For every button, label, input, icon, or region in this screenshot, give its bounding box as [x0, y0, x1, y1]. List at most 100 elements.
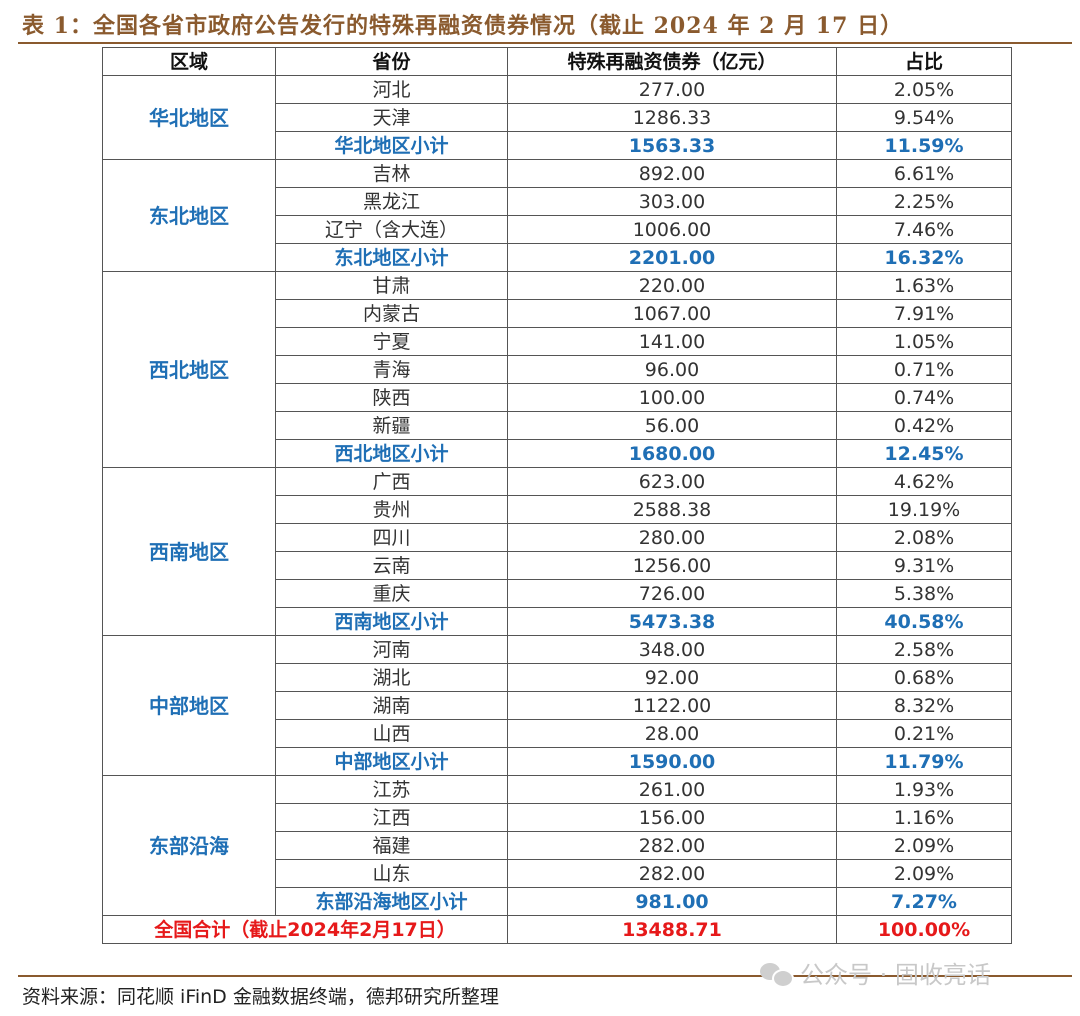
table-header-row: 区域 省份 特殊再融资债券（亿元） 占比 — [102, 47, 1012, 76]
province-cell: 广西 — [275, 467, 508, 496]
amount-cell: 282.00 — [507, 859, 837, 888]
province-cell: 甘肃 — [275, 271, 508, 300]
subtotal-amount: 5473.38 — [507, 607, 837, 636]
subtotal-label: 西北地区小计 — [275, 439, 508, 468]
amount-cell: 1122.00 — [507, 691, 837, 720]
amount-cell: 96.00 — [507, 355, 837, 384]
share-cell: 5.38% — [836, 579, 1012, 608]
region-cell: 华北地区 — [102, 75, 276, 160]
table-row: 湖南 1122.00 8.32% — [103, 691, 1012, 720]
table-row: 中部地区 河南 348.00 2.58% — [102, 635, 1012, 776]
province-cell: 贵州 — [275, 495, 508, 524]
subtotal-share: 40.58% — [836, 607, 1012, 636]
amount-cell: 280.00 — [507, 523, 837, 552]
province-cell: 江苏 — [275, 775, 508, 804]
subtotal-row: 西南地区小计 5473.38 40.58% — [103, 607, 1012, 636]
province-cell: 河北 — [275, 75, 508, 104]
province-cell: 山东 — [275, 859, 508, 888]
share-cell: 0.68% — [836, 663, 1012, 692]
table-row: 天津 1286.33 9.54% — [103, 103, 1012, 132]
amount-cell: 261.00 — [507, 775, 837, 804]
amount-cell: 303.00 — [507, 187, 837, 216]
subtotal-row: 华北地区小计 1563.33 11.59% — [103, 131, 1012, 160]
subtotal-label: 东北地区小计 — [275, 243, 508, 272]
table-row: 宁夏 141.00 1.05% — [103, 327, 1012, 356]
share-cell: 0.71% — [836, 355, 1012, 384]
share-cell: 9.31% — [836, 551, 1012, 580]
share-cell: 7.91% — [836, 299, 1012, 328]
table-row: 西南地区 广西 623.00 4.62% — [102, 467, 1012, 636]
subtotal-amount: 981.00 — [507, 887, 837, 916]
province-cell: 宁夏 — [275, 327, 508, 356]
table-row: 西北地区 甘肃 220.00 1.63% — [102, 271, 1012, 468]
table-row: 山西 28.00 0.21% — [103, 719, 1012, 748]
subtotal-amount: 1563.33 — [507, 131, 837, 160]
total-row: 全国合计（截止2024年2月17日） 13488.71 100.00% — [102, 915, 1012, 944]
province-cell: 内蒙古 — [275, 299, 508, 328]
table-row: 华北地区 河北 277.00 2.05% — [102, 75, 1012, 160]
amount-cell: 348.00 — [507, 635, 837, 664]
amount-cell: 277.00 — [507, 75, 837, 104]
share-cell: 9.54% — [836, 103, 1012, 132]
title-underline — [18, 42, 1072, 44]
amount-cell: 1286.33 — [507, 103, 837, 132]
subtotal-row: 东部沿海地区小计 981.00 7.27% — [103, 887, 1012, 916]
province-cell: 青海 — [275, 355, 508, 384]
header-province: 省份 — [275, 47, 508, 76]
amount-cell: 1006.00 — [507, 215, 837, 244]
province-cell: 黑龙江 — [275, 187, 508, 216]
table-row: 云南 1256.00 9.31% — [103, 551, 1012, 580]
table-row: 东部沿海 江苏 261.00 1.93% — [102, 775, 1012, 916]
subtotal-label: 华北地区小计 — [275, 131, 508, 160]
subtotal-row: 东北地区小计 2201.00 16.32% — [103, 243, 1012, 272]
share-cell: 1.05% — [836, 327, 1012, 356]
share-cell: 2.08% — [836, 523, 1012, 552]
province-cell: 重庆 — [275, 579, 508, 608]
subtotal-share: 12.45% — [836, 439, 1012, 468]
table-row: 陕西 100.00 0.74% — [103, 383, 1012, 412]
region-cell: 西北地区 — [102, 271, 276, 468]
subtotal-amount: 2201.00 — [507, 243, 837, 272]
subtotal-share: 7.27% — [836, 887, 1012, 916]
table-row: 福建 282.00 2.09% — [103, 831, 1012, 860]
wechat-icon — [760, 961, 794, 988]
share-cell: 19.19% — [836, 495, 1012, 524]
share-cell: 8.32% — [836, 691, 1012, 720]
province-cell: 天津 — [275, 103, 508, 132]
share-cell: 0.21% — [836, 719, 1012, 748]
province-cell: 山西 — [275, 719, 508, 748]
province-cell: 四川 — [275, 523, 508, 552]
bond-table: 区域 省份 特殊再融资债券（亿元） 占比 华北地区 河北 277.00 2.05% 天津… — [102, 47, 1012, 944]
table-row: 青海 96.00 0.71% — [103, 355, 1012, 384]
total-label: 全国合计（截止2024年2月17日） — [102, 915, 508, 944]
header-region: 区域 — [102, 47, 276, 76]
source-note: 资料来源：同花顺 iFinD 金融数据终端，德邦研究所整理 — [22, 986, 499, 1008]
header-share: 占比 — [836, 47, 1012, 76]
share-cell: 2.09% — [836, 831, 1012, 860]
subtotal-share: 16.32% — [836, 243, 1012, 272]
source-rule — [18, 975, 1072, 977]
share-cell: 2.09% — [836, 859, 1012, 888]
share-cell: 1.93% — [836, 775, 1012, 804]
province-cell: 江西 — [275, 803, 508, 832]
province-cell: 辽宁（含大连） — [275, 215, 508, 244]
amount-cell: 100.00 — [507, 383, 837, 412]
subtotal-label: 中部地区小计 — [275, 747, 508, 776]
table-row: 湖北 92.00 0.68% — [103, 663, 1012, 692]
table-row: 辽宁（含大连） 1006.00 7.46% — [103, 215, 1012, 244]
share-cell: 1.16% — [836, 803, 1012, 832]
table-body: 华北地区 河北 277.00 2.05% 天津 1286.33 9.54% 华北地区小计 156… — [102, 75, 1012, 944]
amount-cell: 141.00 — [507, 327, 837, 356]
watermark-text: 公众号 · 固收亮话 — [800, 961, 991, 989]
subtotal-amount: 1680.00 — [507, 439, 837, 468]
share-cell: 2.05% — [836, 75, 1012, 104]
amount-cell: 1067.00 — [507, 299, 837, 328]
header-amount: 特殊再融资债券（亿元） — [507, 47, 837, 76]
share-cell: 2.25% — [836, 187, 1012, 216]
share-cell: 4.62% — [836, 467, 1012, 496]
region-cell: 西南地区 — [102, 467, 276, 636]
table-row: 重庆 726.00 5.38% — [103, 579, 1012, 608]
watermark: 公众号 · 固收亮话 — [760, 955, 991, 990]
amount-cell: 282.00 — [507, 831, 837, 860]
amount-cell: 892.00 — [507, 159, 837, 188]
